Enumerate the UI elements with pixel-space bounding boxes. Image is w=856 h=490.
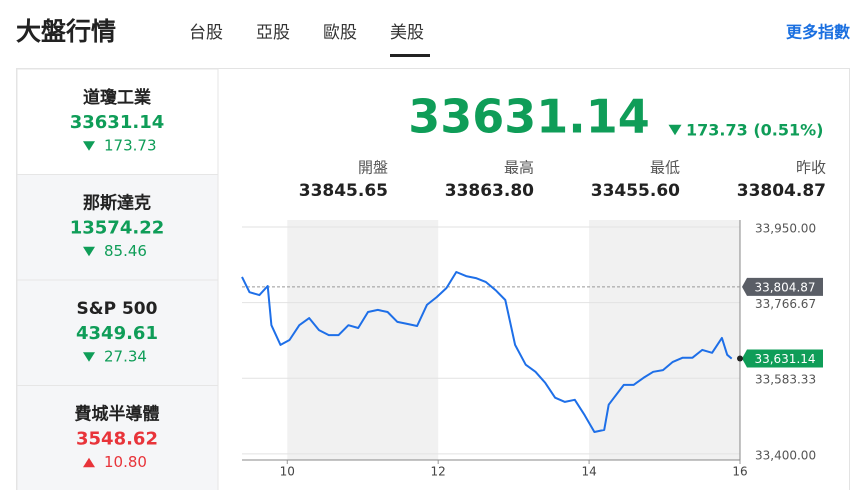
- index-value: 13574.22: [70, 218, 165, 239]
- page-title: 大盤行情: [16, 17, 116, 46]
- stat-value: 33863.80: [445, 181, 534, 201]
- y-tick-label: 33,950.00: [755, 222, 816, 236]
- index-name: 道瓊工業: [83, 87, 151, 108]
- stat-value: 33804.87: [737, 181, 826, 201]
- stat-label: 開盤: [358, 159, 388, 177]
- tab[interactable]: 美股: [390, 23, 424, 43]
- index-change: 27.34: [104, 348, 147, 366]
- index-item[interactable]: [16, 68, 219, 175]
- x-tick-label: 12: [431, 465, 446, 479]
- tab[interactable]: 歐股: [323, 23, 357, 43]
- index-change: 85.46: [104, 242, 147, 260]
- index-value: 4349.61: [76, 323, 158, 344]
- hour-band: [287, 220, 439, 460]
- last-dot: [737, 355, 743, 362]
- x-tick-label: 16: [732, 465, 747, 479]
- quote-value: 33631.14: [408, 90, 650, 144]
- index-value: 3548.62: [76, 429, 158, 450]
- index-name: 費城半導體: [75, 404, 160, 425]
- change-arrow: [83, 141, 95, 151]
- tab-underline: [390, 54, 430, 57]
- index-item[interactable]: [16, 279, 219, 386]
- y-tick-label: 33,583.33: [755, 373, 816, 387]
- quote-change: 173.73 (0.51%): [686, 121, 823, 140]
- reference-label: 33,804.87: [754, 280, 815, 294]
- change-arrow: [668, 124, 682, 136]
- tab[interactable]: 亞股: [256, 23, 290, 43]
- change-arrow: [83, 352, 95, 362]
- index-name: S&P 500: [77, 299, 158, 319]
- index-name: 那斯達克: [83, 193, 151, 214]
- hour-band: [589, 220, 740, 460]
- stat-label: 最低: [650, 159, 680, 177]
- index-change: 10.80: [104, 453, 147, 471]
- stat-value: 33455.60: [591, 181, 680, 201]
- y-tick-label: 33,400.00: [755, 448, 816, 462]
- stat-value: 33845.65: [299, 181, 388, 201]
- stat-label: 最高: [504, 159, 534, 177]
- last-badge: [742, 349, 823, 368]
- y-tick-label: 33,766.67: [755, 297, 816, 311]
- change-arrow: [83, 457, 95, 468]
- change-arrow: [83, 246, 95, 257]
- more-link[interactable]: 更多指數: [786, 23, 850, 42]
- x-tick-label: 14: [581, 465, 596, 479]
- reference-badge: [742, 277, 823, 296]
- x-tick-label: 10: [280, 465, 295, 479]
- last-label: 33,631.14: [754, 352, 815, 366]
- index-item[interactable]: [16, 385, 219, 490]
- tab[interactable]: 台股: [189, 23, 223, 43]
- index-value: 33631.14: [70, 112, 165, 133]
- index-change: 173.73: [104, 137, 157, 155]
- stat-label: 昨收: [796, 159, 826, 177]
- price-line: [241, 271, 733, 433]
